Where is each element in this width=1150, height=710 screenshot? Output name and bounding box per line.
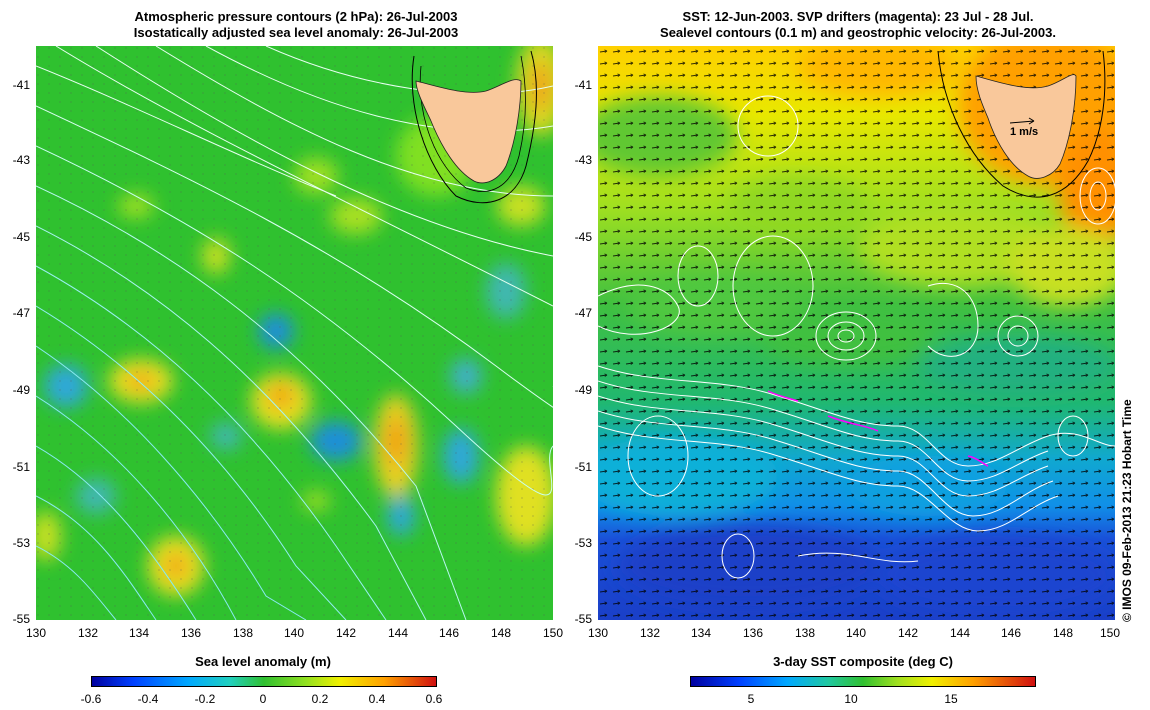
right-x-tick: 150 bbox=[1099, 626, 1121, 640]
left-x-tick: 130 bbox=[25, 626, 47, 640]
velocity-scale-label: 1 m/s bbox=[1010, 126, 1039, 138]
left-y-tick: -51 bbox=[12, 460, 30, 474]
right-x-tick: 130 bbox=[587, 626, 609, 640]
left-x-tick: 142 bbox=[335, 626, 357, 640]
left-y-tick: -43 bbox=[12, 153, 30, 167]
right-colorbar-tick: 15 bbox=[944, 692, 958, 706]
right-x-tick: 142 bbox=[897, 626, 919, 640]
left-colorbar-tick: -0.4 bbox=[137, 692, 159, 706]
left-colorbar-tick: 0.6 bbox=[425, 692, 443, 706]
right-y-tick: -53 bbox=[574, 536, 592, 550]
imos-credit: © IMOS 09-Feb-2013 21:23 Hobart Time bbox=[1120, 399, 1134, 622]
left-colorbar-label: Sea level anomaly (m) bbox=[195, 654, 331, 669]
left-colorbar-tick: 0.4 bbox=[368, 692, 386, 706]
right-x-tick: 144 bbox=[949, 626, 971, 640]
left-x-tick: 144 bbox=[387, 626, 409, 640]
right-colorbar-label: 3-day SST composite (deg C) bbox=[773, 654, 953, 669]
left-colorbar-tick: -0.2 bbox=[194, 692, 216, 706]
left-y-tick: -49 bbox=[12, 383, 30, 397]
left-x-tick: 150 bbox=[542, 626, 564, 640]
left-y-tick: -41 bbox=[12, 78, 30, 92]
left-x-tick: 140 bbox=[283, 626, 305, 640]
left-title-line1: Atmospheric pressure contours (2 hPa): 2… bbox=[134, 9, 458, 24]
right-x-tick: 138 bbox=[794, 626, 816, 640]
right-y-tick: -47 bbox=[574, 306, 592, 320]
left-y-tick: -53 bbox=[12, 536, 30, 550]
left-y-tick: -45 bbox=[12, 230, 30, 244]
right-y-tick: -45 bbox=[574, 230, 592, 244]
right-title-line1: SST: 12-Jun-2003. SVP drifters (magenta)… bbox=[682, 9, 1034, 24]
left-x-tick: 136 bbox=[180, 626, 202, 640]
left-x-tick: 138 bbox=[232, 626, 254, 640]
right-y-tick: -41 bbox=[574, 78, 592, 92]
right-y-tick: -55 bbox=[574, 612, 592, 626]
right-y-tick: -49 bbox=[574, 383, 592, 397]
sealevel-contours bbox=[598, 95, 1115, 579]
svp-drifters bbox=[767, 390, 989, 467]
left-x-tick: 132 bbox=[77, 626, 99, 640]
right-y-tick: -51 bbox=[574, 460, 592, 474]
left-x-tick: 148 bbox=[490, 626, 512, 640]
left-y-tick: -55 bbox=[12, 612, 30, 626]
right-title-line2: Sealevel contours (0.1 m) and geostrophi… bbox=[660, 25, 1056, 40]
left-colorbar-tick: -0.6 bbox=[80, 692, 102, 706]
left-x-tick: 134 bbox=[128, 626, 150, 640]
sla-map-graphic bbox=[36, 46, 553, 620]
right-colorbar-tick: 5 bbox=[747, 692, 755, 706]
right-x-tick: 132 bbox=[639, 626, 661, 640]
left-colorbar-tick: 0 bbox=[259, 692, 267, 706]
right-colorbar-tick: 10 bbox=[844, 692, 858, 706]
tasmania-land-right bbox=[937, 50, 1106, 198]
right-x-tick: 136 bbox=[742, 626, 764, 640]
left-y-tick: -47 bbox=[12, 306, 30, 320]
sla-map[interactable] bbox=[36, 46, 553, 620]
right-x-tick: 134 bbox=[690, 626, 712, 640]
left-x-tick: 146 bbox=[438, 626, 460, 640]
left-colorbar-tick: 0.2 bbox=[311, 692, 329, 706]
right-x-tick: 146 bbox=[1000, 626, 1022, 640]
tasmania-land bbox=[411, 50, 537, 204]
sst-colorbar bbox=[690, 676, 1036, 687]
right-x-tick: 148 bbox=[1052, 626, 1074, 640]
right-x-tick: 140 bbox=[845, 626, 867, 640]
sst-map-graphic bbox=[598, 46, 1115, 620]
left-title-line2: Isostatically adjusted sea level anomaly… bbox=[133, 25, 459, 40]
sla-colorbar bbox=[91, 676, 437, 687]
sst-map[interactable]: 1 m/s bbox=[598, 46, 1115, 620]
right-y-tick: -43 bbox=[574, 153, 592, 167]
